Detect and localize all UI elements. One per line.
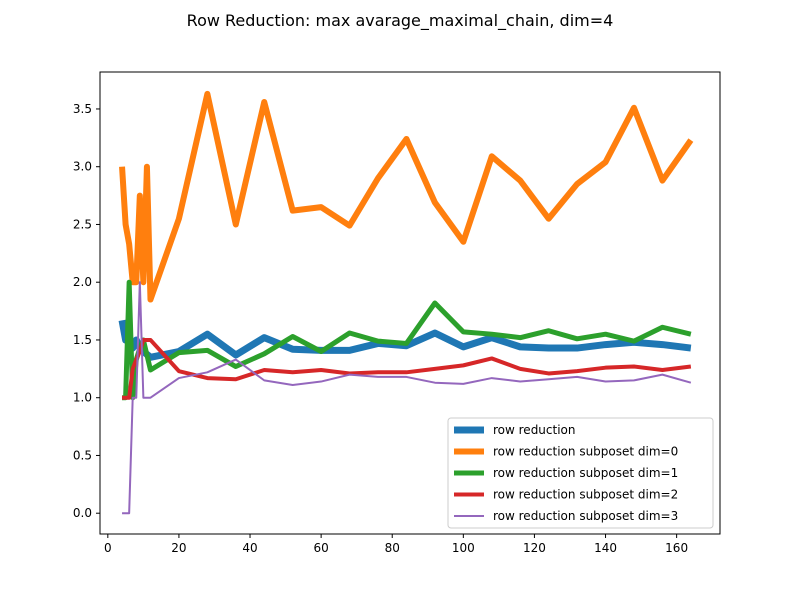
y-tick-label: 3.5 [73, 102, 92, 116]
x-tick-label: 40 [242, 541, 257, 555]
series-line-1 [119, 90, 694, 303]
x-tick-label: 160 [665, 541, 688, 555]
x-tick-label: 20 [171, 541, 186, 555]
legend-label: row reduction [493, 423, 576, 437]
legend-label: row reduction subposet dim=3 [493, 509, 678, 523]
legend: row reduction row reduction subposet dim=… [447, 417, 714, 529]
chart-title: Row Reduction: max avarage_maximal_chain… [187, 11, 614, 31]
y-tick-label: 0.5 [73, 448, 92, 462]
x-tick-label: 0 [104, 541, 112, 555]
x-tick-label: 140 [594, 541, 617, 555]
series-line-4 [122, 281, 692, 515]
x-tick-label: 100 [452, 541, 475, 555]
y-tick-label: 3.0 [73, 160, 92, 174]
x-axis: 0 20 40 60 80 100 120 140 160 [104, 534, 688, 555]
legend-box [447, 417, 714, 529]
legend-label: row reduction subposet dim=2 [493, 488, 678, 502]
x-tick-label: 120 [523, 541, 546, 555]
series-layer [118, 90, 694, 515]
legend-label: row reduction subposet dim=1 [493, 466, 678, 480]
x-tick-label: 80 [385, 541, 400, 555]
y-tick-label: 0.0 [73, 506, 92, 520]
y-tick-label: 1.5 [73, 333, 92, 347]
y-tick-label: 2.0 [73, 275, 92, 289]
y-axis: 0.0 0.5 1.0 1.5 2.0 2.5 3.0 3.5 [73, 102, 100, 520]
y-tick-label: 2.5 [73, 217, 92, 231]
legend-label: row reduction subposet dim=0 [493, 445, 678, 459]
y-tick-label: 1.0 [73, 391, 92, 405]
plot-frame [99, 71, 721, 535]
x-tick-label: 60 [313, 541, 328, 555]
